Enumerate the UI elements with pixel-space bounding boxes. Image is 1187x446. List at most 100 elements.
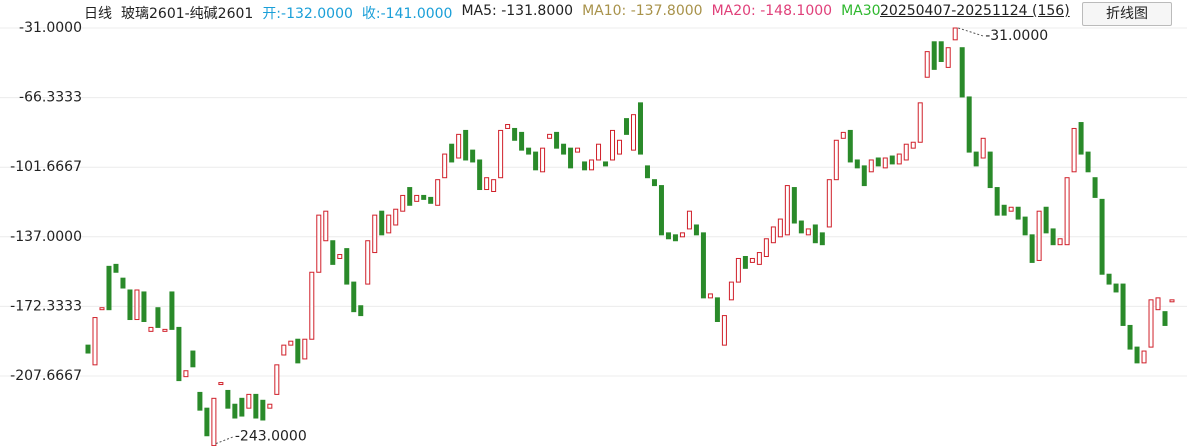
candle-up: [882, 157, 888, 169]
candle-down: [1050, 228, 1056, 246]
candle-down: [260, 399, 266, 421]
candle-up: [442, 153, 448, 179]
candle-down: [351, 281, 357, 313]
y-tick-label: -31.0000: [19, 20, 82, 36]
candle-down: [449, 143, 455, 163]
candle-down: [463, 129, 469, 161]
candle-up: [749, 257, 755, 263]
candle-down: [742, 255, 748, 269]
candle-down: [428, 196, 434, 204]
candle-up: [1008, 206, 1014, 212]
candle-up: [610, 129, 616, 161]
candle-up: [435, 179, 441, 206]
annotation-line: [958, 27, 984, 37]
candle-down: [561, 143, 567, 155]
candle-up: [707, 293, 713, 299]
candle-down: [1127, 324, 1133, 350]
candle-up: [484, 177, 490, 191]
candle-down: [106, 265, 112, 311]
candle-down: [1134, 346, 1140, 364]
candle-up: [134, 289, 140, 321]
header-item: 开:-132.0000: [262, 6, 353, 22]
candle-down: [253, 393, 259, 419]
candle-down: [512, 127, 518, 141]
candle-up: [1169, 299, 1175, 303]
candle-up: [589, 159, 595, 171]
candle-up: [805, 228, 811, 236]
candle-up: [337, 254, 343, 259]
candle-up: [756, 252, 762, 265]
candle-down: [568, 147, 574, 169]
candle-up: [99, 307, 105, 311]
candle-down: [225, 389, 231, 409]
candle-up: [1141, 350, 1147, 364]
candle-down: [987, 151, 993, 189]
candle-down: [861, 165, 867, 187]
header-item: MA10: -137.8000: [582, 3, 703, 19]
candle-down: [190, 350, 196, 368]
candle-down: [714, 297, 720, 323]
candle-up: [491, 179, 497, 192]
candle-up: [952, 27, 958, 41]
candle-up: [1155, 297, 1161, 311]
candle-down: [854, 159, 860, 169]
max-annotation: -31.0000: [985, 28, 1048, 44]
candle-up: [183, 370, 189, 378]
candle-up: [540, 147, 546, 173]
candle-down: [812, 224, 818, 244]
candle-down: [127, 289, 133, 321]
candle-down: [931, 41, 937, 70]
candle-down: [120, 277, 126, 289]
candle-down: [1120, 283, 1126, 326]
annotation-line: [215, 436, 235, 445]
candle-up: [917, 102, 923, 143]
line-chart-button[interactable]: 折线图: [1082, 2, 1172, 26]
candle-up: [617, 139, 623, 155]
candle-up: [980, 137, 986, 159]
date-range: 20250407-20251124 (156): [880, 3, 1070, 19]
candle-down: [358, 305, 364, 317]
y-tick-label: -172.3333: [10, 298, 82, 314]
candle-up: [945, 47, 951, 68]
candle-up: [735, 257, 741, 283]
candle-up: [372, 214, 378, 254]
candle-down: [973, 151, 979, 167]
y-tick-label: -66.3333: [19, 90, 82, 106]
candle-up: [1036, 210, 1042, 261]
y-tick-label: -137.0000: [10, 229, 82, 245]
candle-down: [197, 391, 203, 411]
candle-down: [847, 129, 853, 163]
candle-down: [533, 151, 539, 171]
min-annotation: -243.0000: [235, 429, 307, 445]
candle-down: [637, 102, 643, 155]
candle-down: [665, 232, 671, 240]
header-item: 玻璃2601-纯碱2601: [121, 6, 254, 22]
candle-up: [162, 328, 168, 332]
candle-down: [1029, 234, 1035, 263]
y-tick-label: -101.6667: [10, 159, 82, 175]
candle-down: [603, 161, 609, 167]
candle-down: [155, 307, 161, 328]
candle-down: [554, 131, 560, 149]
candle-down: [798, 220, 804, 234]
candle-down: [141, 291, 147, 323]
candle-down: [651, 179, 657, 187]
candle-down: [791, 187, 797, 224]
candle-down: [1106, 273, 1112, 285]
candle-up: [924, 51, 930, 78]
candle-up: [498, 129, 504, 179]
header-item: MA5: -131.8000: [461, 3, 574, 19]
header-item: MA30: [841, 3, 881, 19]
candle-up: [630, 114, 636, 151]
candle-down: [85, 344, 91, 354]
candle-up: [596, 143, 602, 161]
candle-up: [456, 133, 462, 159]
candle-down: [519, 131, 525, 151]
candle-up: [218, 382, 224, 386]
candle-down: [1001, 204, 1007, 216]
candle-up: [414, 194, 420, 202]
candle-up: [288, 340, 294, 346]
candle-down: [295, 338, 301, 364]
